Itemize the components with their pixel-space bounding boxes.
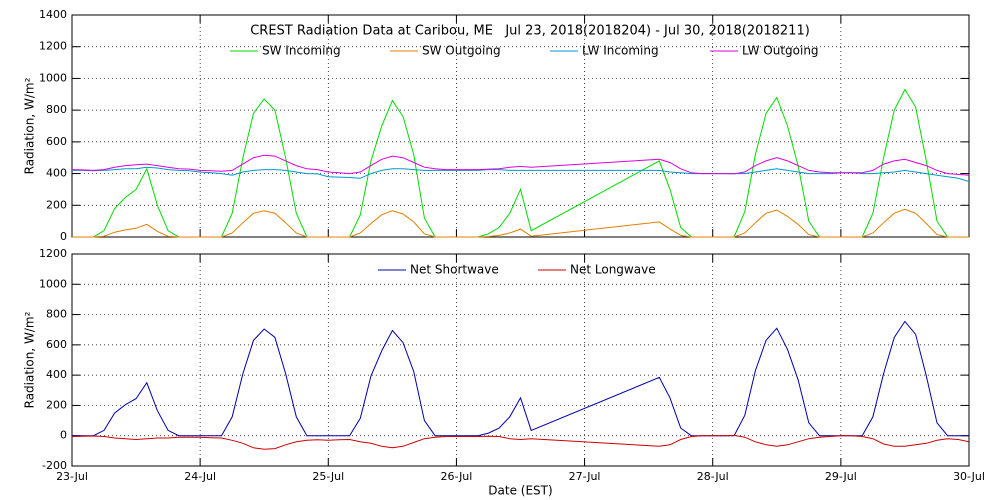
y-tick-label: 0: [60, 230, 67, 243]
legend-label: Net Shortwave: [410, 263, 499, 277]
y-tick-label: 1200: [39, 247, 67, 260]
y-tick-label: 800: [46, 308, 67, 321]
y-tick-label: 200: [46, 398, 67, 411]
y-tick-label: 200: [46, 198, 67, 211]
y-tick-label: 600: [46, 338, 67, 351]
series-line: [72, 166, 970, 182]
series-line: [72, 320, 969, 437]
y-tick-label: 1000: [39, 71, 67, 84]
x-tick-label: 28-Jul: [697, 470, 729, 483]
y-tick-label: 1200: [39, 40, 67, 53]
y-tick-label: 1400: [39, 8, 67, 21]
x-tick-label: 27-Jul: [569, 470, 601, 483]
legend-label: Net Longwave: [570, 263, 656, 277]
y-tick-label: 0: [60, 429, 67, 442]
x-tick-label: 23-Jul: [56, 470, 88, 483]
legend-label: SW Incoming: [262, 44, 341, 58]
x-tick-label: 29-Jul: [825, 470, 857, 483]
y-axis-label: Radiation, W/m²: [23, 311, 37, 408]
legend-label: LW Outgoing: [742, 44, 819, 58]
y-tick-label: 800: [46, 103, 67, 116]
y-tick-label: 600: [46, 135, 67, 148]
y-tick-label: 400: [46, 167, 67, 180]
x-tick-label: 24-Jul: [184, 470, 216, 483]
y-axis-label: Radiation, W/m²: [23, 77, 37, 174]
x-tick-label: 26-Jul: [440, 470, 472, 483]
series-line: [72, 88, 969, 238]
legend-label: SW Outgoing: [422, 44, 501, 58]
x-tick-label: 30-Jul: [953, 470, 985, 483]
plot-frame: [71, 253, 970, 467]
y-tick-label: 1000: [39, 277, 67, 290]
y-tick-label: -200: [42, 459, 67, 472]
series-line: [71, 434, 970, 450]
chart-title: CREST Radiation Data at Caribou, ME Jul …: [250, 24, 810, 39]
x-tick-label: 25-Jul: [312, 470, 344, 483]
x-axis-label: Date (EST): [488, 484, 552, 498]
y-tick-label: 400: [46, 368, 67, 381]
series-line: [71, 154, 970, 176]
legend-label: LW Incoming: [582, 44, 659, 58]
series-line: [72, 208, 969, 238]
plot-frame: [71, 14, 970, 238]
